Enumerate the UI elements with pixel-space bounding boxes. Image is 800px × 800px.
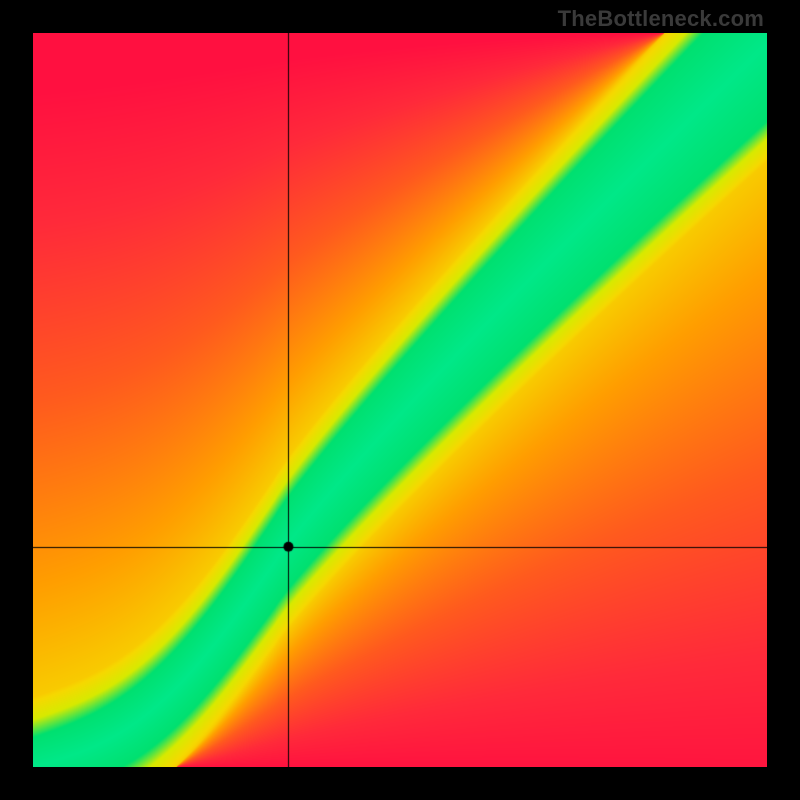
overlay-canvas bbox=[33, 33, 767, 767]
heatmap-plot bbox=[33, 33, 767, 767]
watermark-text: TheBottleneck.com bbox=[558, 6, 764, 32]
outer-frame: TheBottleneck.com bbox=[0, 0, 800, 800]
